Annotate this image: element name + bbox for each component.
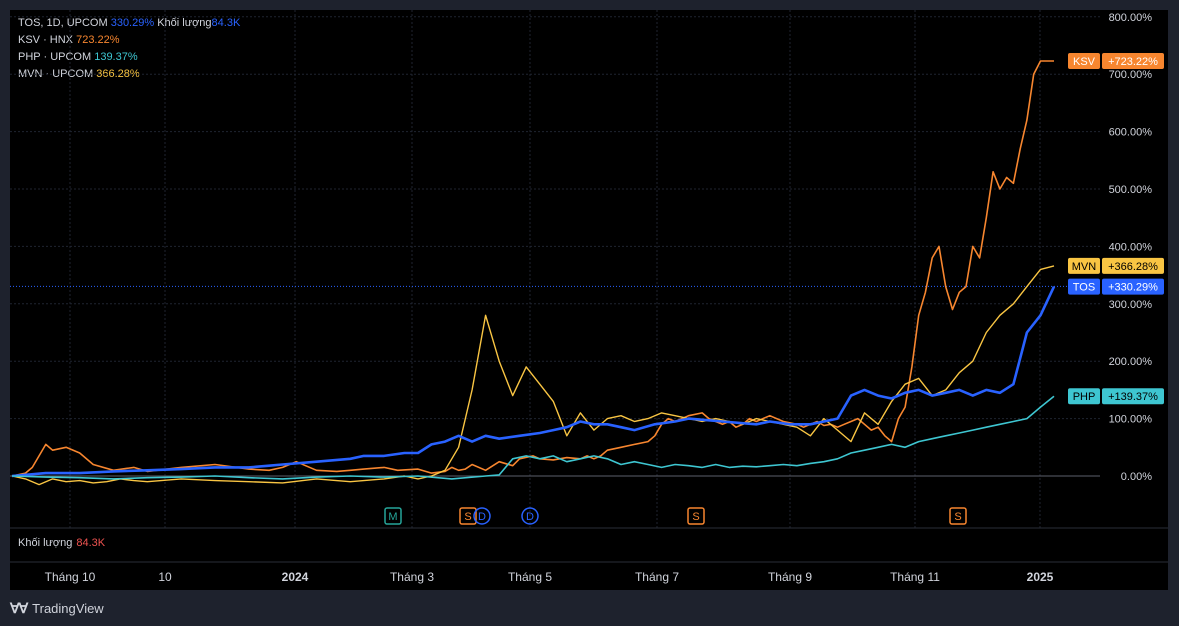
price-tag-mvn: MVN +366.28% (1068, 257, 1164, 274)
price-tag-symbol-bg (1068, 52, 1100, 69)
price-tag-value: +330.29% (1108, 282, 1158, 294)
x-tick-label: Tháng 7 (635, 570, 679, 584)
price-tag-symbol: MVN (1072, 261, 1097, 273)
series-line-ksv (11, 60, 1054, 477)
event-marker[interactable]: S (687, 507, 705, 525)
legend-row[interactable]: TOS, 1D, UPCOM 330.29% Khối lượng84.3K (18, 15, 240, 32)
legend-value: 723.22% (76, 34, 120, 46)
event-marker-shape (687, 507, 705, 525)
price-tag-value-bg (1102, 388, 1164, 405)
y-tick-label: 600.00% (1109, 127, 1153, 139)
event-marker-label: D (478, 511, 486, 523)
event-marker-label: S (954, 511, 961, 523)
legend-value: 139.37% (94, 51, 138, 63)
y-tick-label: 700.00% (1109, 69, 1153, 81)
event-marker-shape (473, 507, 491, 525)
legend-volume-label: Khối lượng (154, 17, 212, 29)
price-tag-symbol-bg (1068, 257, 1100, 274)
y-tick-label: 0.00% (1121, 471, 1152, 483)
price-tag-ksv: KSV +723.22% (1068, 52, 1164, 69)
legend-volume-value: 84.3K (211, 17, 241, 29)
event-marker-label: S (692, 511, 699, 523)
price-tag-symbol: TOS (1073, 282, 1095, 294)
x-tick-label: 2024 (282, 570, 309, 584)
volume-label: Khối lượng (18, 537, 73, 549)
price-tag-value: +139.37% (1108, 391, 1158, 403)
y-tick-label: 500.00% (1109, 184, 1153, 196)
event-marker-shape (521, 507, 539, 525)
x-tick-label: Tháng 11 (890, 570, 940, 584)
event-marker-label: D (526, 511, 534, 523)
y-tick-label: 300.00% (1109, 299, 1153, 311)
event-marker-label: S (464, 511, 471, 523)
price-tag-symbol-bg (1068, 278, 1100, 295)
price-tag-symbol-bg (1068, 388, 1100, 405)
y-tick-label: 400.00% (1109, 241, 1153, 253)
x-tick-label: 10 (158, 570, 172, 584)
x-tick-label: Tháng 10 (45, 570, 96, 584)
event-marker-shape (949, 507, 967, 525)
legend-row[interactable]: PHP · UPCOM 139.37% (18, 49, 240, 66)
volume-pane-label: Khối lượng 84.3K (18, 537, 105, 549)
legend-value: 366.28% (96, 68, 140, 80)
x-tick-label: Tháng 5 (508, 570, 552, 584)
series-line-mvn (11, 265, 1055, 486)
brand-name: TradingView (32, 601, 104, 616)
series-line-php (11, 395, 1055, 480)
price-tag-symbol: KSV (1073, 56, 1096, 68)
price-tag-php: PHP +139.37% (1068, 388, 1164, 405)
y-tick-label: 100.00% (1109, 414, 1153, 426)
event-marker[interactable]: S (459, 507, 477, 525)
price-tag-value-bg (1102, 257, 1164, 274)
legend-symbol: KSV · HNX (18, 34, 77, 46)
price-tag-value: +723.22% (1108, 56, 1158, 68)
y-tick-label: 200.00% (1109, 356, 1153, 368)
tradingview-logo-icon: ⱯⱯ (10, 600, 28, 616)
event-marker-label: M (388, 511, 397, 523)
price-tag-symbol: PHP (1073, 391, 1096, 403)
event-marker[interactable]: D (473, 507, 491, 525)
price-tag-value-bg (1102, 52, 1164, 69)
legend-symbol: TOS, 1D, UPCOM (18, 17, 111, 29)
chart-frame (10, 10, 1168, 590)
price-tag-value-bg (1102, 278, 1164, 295)
x-tick-label: Tháng 3 (390, 570, 434, 584)
y-tick-label: 800.00% (1109, 12, 1153, 24)
volume-value: 84.3K (76, 537, 106, 549)
x-tick-label: 2025 (1027, 570, 1054, 584)
event-marker[interactable]: D (521, 507, 539, 525)
series-line-tos (11, 286, 1056, 478)
price-tag-value: +366.28% (1108, 261, 1158, 273)
event-marker[interactable]: S (949, 507, 967, 525)
x-tick-label: Tháng 9 (768, 570, 812, 584)
legend-row[interactable]: KSV · HNX 723.22% (18, 32, 240, 49)
price-tag-tos: TOS +330.29% (1068, 278, 1164, 295)
legend-symbol: PHP · UPCOM (18, 51, 95, 63)
event-marker-shape (459, 507, 477, 525)
legend-value: 330.29% (110, 17, 155, 29)
event-marker[interactable]: M (384, 507, 402, 525)
tradingview-brand[interactable]: ⱯⱯ TradingView (10, 600, 104, 617)
event-marker-shape (384, 507, 402, 525)
